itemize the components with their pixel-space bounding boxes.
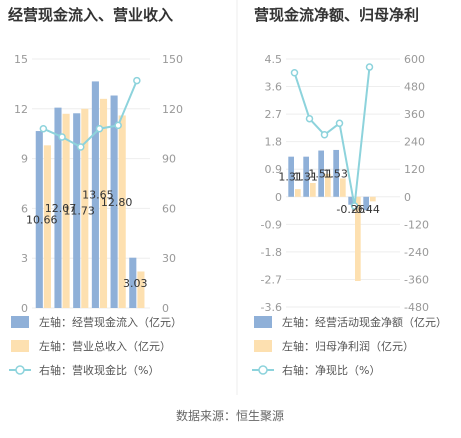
bar-data-label: -0.44 — [351, 203, 379, 216]
bar-data-label: 12.07 — [45, 202, 77, 215]
data-source-label: 数据来源：恒生聚源 — [176, 408, 284, 423]
bar — [73, 113, 81, 308]
bar-data-label: 1.51 — [308, 168, 333, 181]
y-left-tick-label: 4.5 — [265, 53, 283, 66]
legend-swatch-marker — [258, 365, 268, 375]
bar — [62, 113, 70, 308]
y-right-tick-label: 120 — [404, 163, 425, 176]
legend-label: 右轴：营收现金比（%） — [39, 363, 159, 377]
y-left-tick-label: 3.6 — [265, 81, 283, 94]
line-point — [305, 114, 314, 123]
bar — [370, 196, 376, 202]
legend-swatch-marker — [15, 365, 25, 375]
line-point — [39, 124, 48, 133]
bar — [325, 173, 331, 197]
y-right-tick-label: 0 — [404, 191, 411, 204]
line-point — [365, 63, 374, 71]
legend-label: 左轴：营业总收入（亿元） — [39, 339, 171, 353]
bar-data-label: 13.65 — [82, 189, 114, 202]
y-left-tick-label: 0 — [21, 302, 28, 315]
y-right-tick-label: 60 — [162, 202, 176, 215]
line-point — [335, 119, 344, 128]
legend-label: 左轴：归母净利润（亿元） — [282, 339, 414, 353]
bar — [35, 131, 43, 308]
bar — [318, 150, 324, 197]
bar — [340, 178, 346, 197]
y-right-tick-label: 30 — [162, 252, 176, 265]
y-left-tick-label: 0.9 — [265, 163, 283, 176]
bar-data-label: 11.73 — [63, 205, 95, 218]
legend-swatch — [11, 340, 29, 352]
y-left-tick-label: 6 — [21, 202, 28, 215]
bar — [118, 115, 126, 308]
y-left-tick-label: -0.9 — [261, 218, 282, 231]
bar-data-label: 1.53 — [323, 167, 348, 180]
y-left-tick-label: -1.8 — [261, 246, 282, 259]
line-point — [133, 76, 141, 85]
bar — [110, 95, 118, 309]
y-left-tick-label: -2.7 — [261, 273, 282, 286]
y-left-tick-label: 2.7 — [265, 108, 283, 121]
chart-title: 营现金流净额、归母净利 — [254, 6, 419, 24]
y-right-tick-label: -480 — [404, 301, 429, 314]
y-right-tick-label: 150 — [162, 53, 183, 66]
y-left-tick-label: 12 — [14, 103, 28, 116]
y-right-tick-label: -360 — [404, 273, 429, 286]
bar — [99, 98, 108, 308]
bar — [129, 257, 137, 308]
y-left-tick-label: 1.8 — [265, 136, 283, 149]
line-point — [350, 202, 359, 210]
chart-title: 经营现金流入、营业收入 — [8, 6, 173, 24]
bar — [43, 145, 51, 308]
bar — [137, 271, 145, 308]
legend-swatch — [254, 316, 272, 328]
legend-swatch — [254, 340, 272, 352]
bar — [363, 196, 369, 211]
y-right-tick-label: 480 — [404, 81, 425, 94]
y-left-tick-label: 3 — [21, 252, 28, 265]
legend-label: 左轴：经营活动现金净额（亿元） — [282, 315, 447, 329]
line-point — [58, 133, 66, 141]
y-right-tick-label: 90 — [162, 153, 176, 166]
bar — [303, 156, 309, 197]
y-left-tick-label: 15 — [14, 53, 28, 66]
y-left-tick-label: -3.6 — [261, 301, 282, 314]
bar-data-label: 12.80 — [101, 196, 133, 209]
bar — [333, 149, 339, 197]
line-point — [95, 124, 104, 133]
bar — [355, 196, 361, 281]
bar-data-label: 3.03 — [123, 277, 148, 290]
y-right-tick-label: 0 — [162, 302, 169, 315]
bar-data-label: 1.31 — [293, 171, 318, 184]
line-point — [290, 69, 299, 77]
y-right-tick-label: -240 — [404, 246, 429, 259]
legend-label: 左轴：经营现金流入（亿元） — [39, 315, 182, 329]
bar — [54, 107, 62, 308]
legend-label: 右轴：净现比（%） — [282, 363, 380, 377]
y-right-tick-label: 600 — [404, 53, 425, 66]
bar — [288, 156, 294, 197]
bar — [91, 81, 99, 308]
legend-swatch — [11, 316, 29, 328]
series-line — [293, 66, 371, 207]
line-point — [77, 143, 85, 151]
y-right-tick-label: -120 — [404, 218, 429, 231]
bar-data-label: 10.66 — [26, 214, 58, 227]
line-point — [320, 131, 329, 139]
bar-data-label: 1.31 — [278, 171, 303, 184]
y-left-tick-label: 9 — [21, 153, 28, 166]
bar-data-label: -0.26 — [336, 203, 364, 216]
bar — [310, 183, 316, 197]
bar — [348, 196, 354, 205]
y-right-tick-label: 360 — [404, 108, 425, 121]
y-left-tick-label: 0 — [275, 191, 282, 204]
bar — [295, 189, 301, 197]
y-right-tick-label: 120 — [162, 103, 183, 116]
y-right-tick-label: 240 — [404, 136, 425, 149]
line-point — [114, 121, 122, 130]
bar — [81, 108, 89, 308]
